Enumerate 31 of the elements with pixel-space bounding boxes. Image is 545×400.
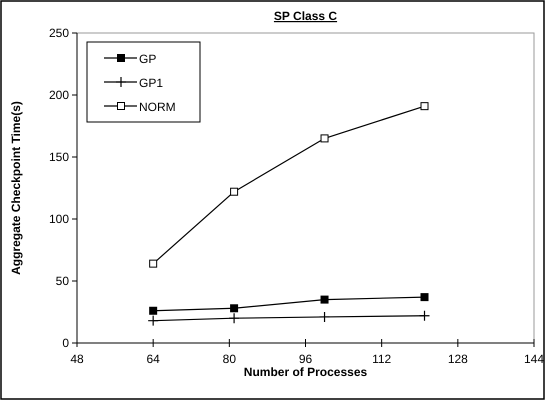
point bbox=[148, 315, 159, 326]
x-tick-label: 144 bbox=[524, 352, 544, 366]
chart-title: SP Class C bbox=[274, 9, 338, 23]
x-tick-label: 96 bbox=[298, 352, 312, 366]
y-tick-label: 250 bbox=[48, 26, 70, 40]
y-tick-label: 150 bbox=[48, 150, 70, 164]
y-axis-title: Aggregate Checkpoint Time(s) bbox=[9, 101, 23, 275]
point bbox=[228, 312, 240, 324]
y-tick-label: 200 bbox=[48, 88, 70, 102]
x-tick-label: 64 bbox=[146, 352, 160, 366]
y-tick-label: 0 bbox=[62, 336, 70, 350]
point bbox=[418, 310, 430, 322]
x-tick-label: 112 bbox=[372, 352, 392, 366]
point bbox=[320, 296, 329, 304]
point bbox=[318, 311, 330, 323]
y-tick-label: 50 bbox=[56, 274, 70, 288]
x-tick-label: 128 bbox=[448, 352, 468, 366]
point bbox=[149, 306, 158, 315]
y-tick-label: 100 bbox=[48, 212, 70, 226]
legend-label: NORM bbox=[139, 100, 176, 114]
x-axis-title: Number of Processes bbox=[244, 365, 368, 379]
point bbox=[230, 304, 238, 312]
legend-label: GP bbox=[139, 52, 156, 66]
x-tick-label: 80 bbox=[222, 352, 236, 366]
x-tick-label: 48 bbox=[70, 352, 84, 366]
point bbox=[320, 134, 329, 142]
point bbox=[149, 260, 158, 268]
point bbox=[230, 188, 238, 196]
legend-label: GP1 bbox=[139, 76, 164, 90]
point bbox=[420, 102, 429, 110]
point bbox=[420, 293, 429, 302]
